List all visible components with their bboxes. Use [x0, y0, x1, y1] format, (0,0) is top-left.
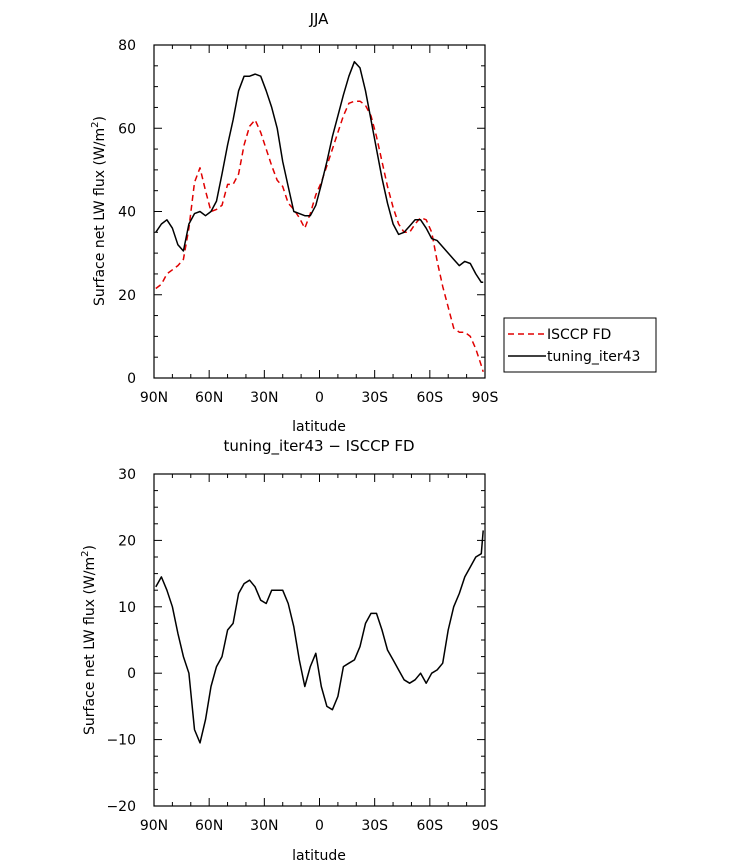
top-x-tick-label: 90S — [472, 390, 499, 406]
bottom-y-tick-label: 10 — [118, 600, 136, 616]
top-y-tick-label: 80 — [118, 38, 136, 54]
top-chart-title: JJA — [309, 10, 330, 28]
top-y-tick-label: 0 — [127, 371, 136, 387]
top-panel: JJA 90N 60N 30N 0 30S 60S 90S 0 20 40 60 80 latitud… — [90, 10, 498, 435]
bottom-series-line-0 — [155, 530, 484, 744]
legend-tuning-label: tuning_iter43 — [547, 349, 640, 365]
legend: ISCCP FD tuning_iter43 — [503, 317, 657, 373]
bottom-x-axis-label: latitude — [292, 848, 346, 864]
bottom-x-tick-label: 90S — [472, 818, 499, 834]
top-x-tick-label: 30N — [250, 390, 278, 406]
bottom-chart-title: tuning_iter43 − ISCCP FD — [223, 437, 414, 456]
top-y-axis-label: Surface net LW flux (W/m2) — [90, 116, 108, 306]
top-x-axis-label: latitude — [292, 419, 346, 435]
top-y-tick-label: 20 — [118, 288, 136, 304]
bottom-x-tick-label: 30S — [361, 818, 388, 834]
bottom-x-tick-label: 60S — [416, 818, 443, 834]
bottom-x-tick-label: 60N — [195, 818, 223, 834]
bottom-y-tick-label: 20 — [118, 533, 136, 549]
bottom-plot-frame — [153, 473, 486, 807]
bottom-y-tick-label: 0 — [127, 666, 136, 682]
top-series-line-tuning-iter43 — [155, 60, 484, 284]
bottom-x-tick-label: 30N — [250, 818, 278, 834]
legend-isccp-label: ISCCP FD — [547, 327, 611, 343]
top-x-tick-label: 90N — [140, 390, 168, 406]
bottom-y-tick-label: −20 — [106, 799, 136, 815]
bottom-ticks-layer: 90N 60N 30N 0 30S 60S 90S −20 −10 0 10 20 30 — [106, 467, 498, 834]
top-series-layer — [155, 60, 484, 373]
top-x-tick-label: 0 — [315, 390, 324, 406]
legend-box — [503, 317, 657, 373]
bottom-series-layer — [155, 530, 484, 744]
bottom-x-tick-label: 0 — [315, 818, 324, 834]
top-y-tick-label: 40 — [118, 205, 136, 221]
top-plot-frame — [153, 44, 486, 379]
bottom-y-tick-label: 30 — [118, 467, 136, 483]
bottom-y-axis-label: Surface net LW flux (W/m2) — [80, 545, 98, 735]
top-y-tick-label: 60 — [118, 121, 136, 137]
top-series-line-isccp-fd — [155, 100, 484, 373]
bottom-panel: tuning_iter43 − ISCCP FD 90N 60N 30N 0 30S 60… — [80, 437, 498, 864]
top-x-tick-label: 30S — [361, 390, 388, 406]
bottom-y-tick-label: −10 — [106, 733, 136, 749]
top-x-tick-label: 60S — [416, 390, 443, 406]
top-x-tick-label: 60N — [195, 390, 223, 406]
bottom-x-tick-label: 90N — [140, 818, 168, 834]
top-ticks-layer: 90N 60N 30N 0 30S 60S 90S 0 20 40 60 80 — [118, 38, 498, 406]
